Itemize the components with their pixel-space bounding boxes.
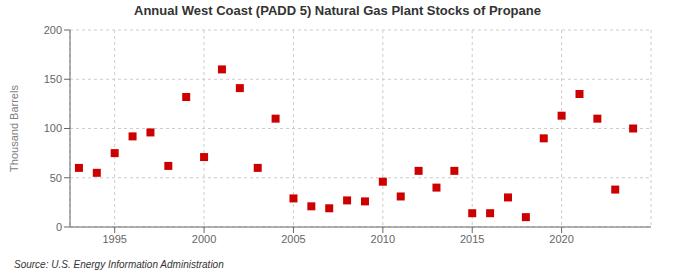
svg-text:2000: 2000	[192, 233, 216, 245]
svg-text:100: 100	[44, 122, 62, 134]
html-text:Source: U.S. Energy Informatio: Source: U.S. Energy Information Administ…	[14, 259, 224, 270]
svg-text:2010: 2010	[371, 233, 395, 245]
svg-text:50: 50	[50, 172, 62, 184]
svg-text:2015: 2015	[460, 233, 484, 245]
svg-text:1995: 1995	[102, 233, 126, 245]
svg-text:2005: 2005	[281, 233, 305, 245]
svg-text:200: 200	[44, 24, 62, 36]
svg-text:150: 150	[44, 73, 62, 85]
svg-text:0: 0	[56, 221, 62, 233]
html-text:Annual West Coast (PADD 5) Nat: Annual West Coast (PADD 5) Natural Gas P…	[134, 3, 541, 18]
svg-text:Thousand Barrels: Thousand Barrels	[8, 85, 20, 172]
svg-text:2020: 2020	[549, 233, 573, 245]
